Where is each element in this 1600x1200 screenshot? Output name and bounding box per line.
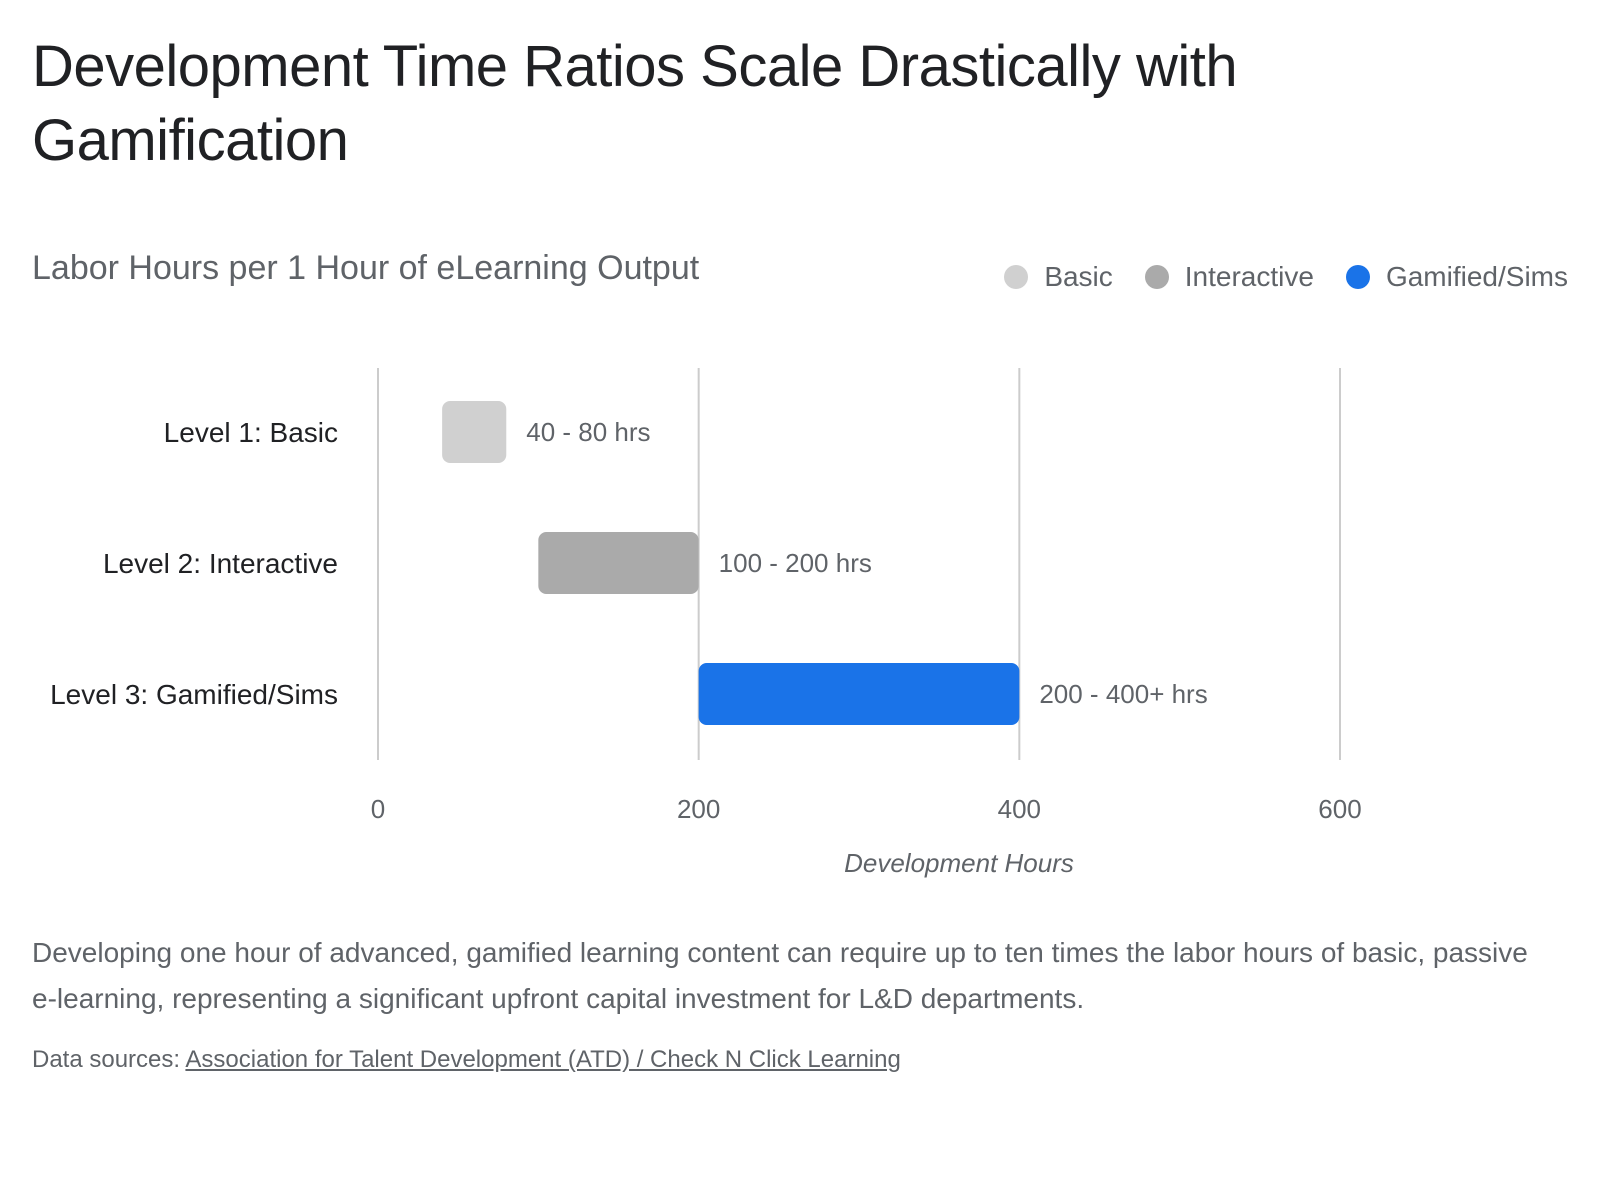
x-tick-label-200: 200 (677, 794, 720, 824)
y-category-label-level-2-interactive: Level 2: Interactive (103, 548, 338, 579)
sources-link[interactable]: Association for Talent Development (ATD)… (185, 1046, 901, 1073)
y-category-label-level-3-gamified-sims: Level 3: Gamified/Sims (50, 679, 338, 710)
bar-level-3-gamified-sims (698, 663, 1020, 725)
x-tick-label-400: 400 (998, 794, 1041, 824)
y-category-label-level-1-basic: Level 1: Basic (164, 417, 338, 448)
legend-item-interactive: Interactive (1144, 258, 1314, 296)
data-label-level-1-basic: 40 - 80 hrs (526, 417, 650, 447)
bars (442, 401, 1020, 725)
chart-title: Development Time Ratios Scale Drasticall… (32, 34, 1238, 173)
range-bar-chart: Level 1: Basic Level 2: Interactive Level … (50, 368, 1362, 878)
x-tick-label-0: 0 (371, 794, 385, 824)
data-sources: Data sources: Association for Talent Dev… (32, 1042, 901, 1078)
legend-label-gamified: Gamified/Sims (1385, 261, 1568, 292)
sources-prefix: Data sources: (32, 1046, 186, 1073)
bar-level-2-interactive (538, 532, 699, 594)
legend-label-basic: Basic (1044, 261, 1113, 292)
category-labels: Level 1: Basic Level 2: Interactive Level … (50, 417, 338, 710)
tick-labels: 0 200 400 600 (371, 794, 1362, 824)
legend-swatch-basic (1004, 265, 1029, 289)
legend-item-basic: Basic (1004, 258, 1113, 296)
x-tick-label-600: 600 (1318, 794, 1361, 824)
legend-swatch-interactive (1144, 265, 1169, 289)
legend-item-gamified: Gamified/Sims (1345, 258, 1568, 296)
chart-subtitle: Labor Hours per 1 Hour of eLearning Outp… (32, 249, 700, 287)
chart-description: Developing one hour of advanced, gamifie… (32, 937, 1528, 1014)
legend-label-interactive: Interactive (1184, 261, 1314, 292)
data-label-level-2-interactive: 100 - 200 hrs (719, 548, 872, 578)
data-labels: 40 - 80 hrs 100 - 200 hrs 200 - 400+ hrs (526, 417, 1207, 709)
bar-level-1-basic (442, 401, 507, 463)
chart-legend: Basic Interactive Gamified/Sims (1004, 258, 1568, 296)
x-axis-title: Development Hours (844, 848, 1074, 878)
legend-swatch-gamified (1345, 265, 1370, 289)
data-label-level-3-gamified-sims: 200 - 400+ hrs (1039, 679, 1207, 709)
